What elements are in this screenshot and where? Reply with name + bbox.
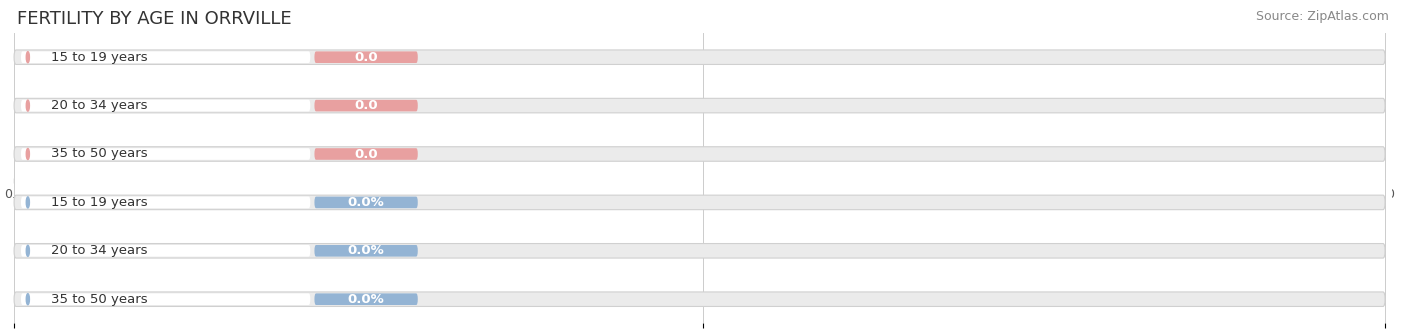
FancyBboxPatch shape (315, 51, 418, 63)
FancyBboxPatch shape (14, 244, 1385, 258)
FancyBboxPatch shape (315, 100, 418, 112)
Text: 0.0: 0.0 (354, 99, 378, 112)
FancyBboxPatch shape (21, 148, 311, 160)
Circle shape (27, 294, 30, 305)
Text: Source: ZipAtlas.com: Source: ZipAtlas.com (1256, 10, 1389, 23)
FancyBboxPatch shape (21, 197, 311, 208)
Circle shape (27, 100, 30, 111)
Text: 20 to 34 years: 20 to 34 years (51, 244, 148, 257)
Text: 0.0%: 0.0% (347, 293, 384, 306)
FancyBboxPatch shape (315, 245, 418, 257)
Text: 0.0%: 0.0% (347, 196, 384, 209)
FancyBboxPatch shape (21, 51, 311, 63)
FancyBboxPatch shape (14, 195, 1385, 210)
FancyBboxPatch shape (14, 98, 1385, 113)
Text: 0.0: 0.0 (354, 148, 378, 160)
FancyBboxPatch shape (315, 148, 418, 160)
FancyBboxPatch shape (21, 293, 311, 305)
FancyBboxPatch shape (14, 292, 1385, 307)
Text: FERTILITY BY AGE IN ORRVILLE: FERTILITY BY AGE IN ORRVILLE (17, 10, 291, 28)
FancyBboxPatch shape (14, 147, 1385, 161)
Circle shape (27, 197, 30, 208)
Text: 20 to 34 years: 20 to 34 years (51, 99, 148, 112)
Text: 15 to 19 years: 15 to 19 years (51, 196, 148, 209)
Text: 15 to 19 years: 15 to 19 years (51, 51, 148, 64)
Text: 35 to 50 years: 35 to 50 years (51, 148, 148, 160)
FancyBboxPatch shape (21, 245, 311, 257)
FancyBboxPatch shape (315, 293, 418, 305)
FancyBboxPatch shape (14, 50, 1385, 64)
Circle shape (27, 148, 30, 159)
Text: 35 to 50 years: 35 to 50 years (51, 293, 148, 306)
Circle shape (27, 52, 30, 63)
Circle shape (27, 245, 30, 256)
Text: 0.0: 0.0 (354, 51, 378, 64)
FancyBboxPatch shape (21, 100, 311, 112)
FancyBboxPatch shape (315, 197, 418, 208)
Text: 0.0%: 0.0% (347, 244, 384, 257)
